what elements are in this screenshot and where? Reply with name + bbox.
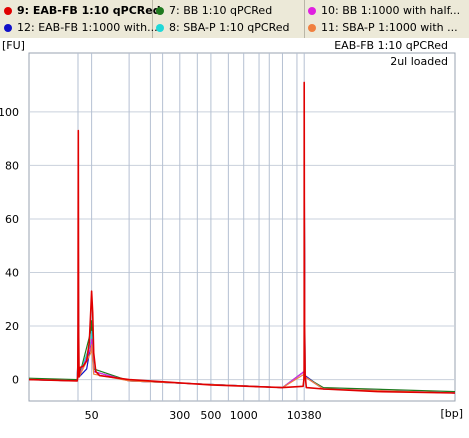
legend-marker-icon <box>308 6 316 15</box>
legend-item-sample-12[interactable]: 12: EAB-FB 1:1000 with... <box>4 19 158 36</box>
y-tick-label: 40 <box>5 267 19 280</box>
loading-annotation: 2ul loaded <box>390 55 448 68</box>
x-tick-label: 1000 <box>230 409 258 422</box>
legend-item-label: 7: BB 1:10 qPCRed <box>169 4 273 17</box>
legend-column-3: 10: BB 1:1000 with half... 11: SBA-P 1:1… <box>304 0 468 38</box>
series-line-1 <box>28 81 456 394</box>
legend-column-2: 7: BB 1:10 qPCRed 8: SBA-P 1:10 qPCRed <box>152 0 305 38</box>
x-tick-label: 500 <box>200 409 221 422</box>
legend-item-label: 9: EAB-FB 1:10 qPCRed <box>17 4 161 17</box>
legend-item-sample-7[interactable]: 7: BB 1:10 qPCRed <box>156 2 272 19</box>
electropherogram-chart[interactable]: [FU] [bp] EAB-FB 1:10 qPCRed 2ul loaded … <box>0 38 469 434</box>
legend-column-1: 9: EAB-FB 1:10 qPCRed 12: EAB-FB 1:1000 … <box>0 0 161 38</box>
legend-item-sample-10[interactable]: 10: BB 1:1000 with half... <box>308 2 460 19</box>
y-tick-label: 20 <box>5 320 19 333</box>
legend-marker-icon <box>156 23 164 32</box>
sample-title-annotation: EAB-FB 1:10 qPCRed <box>334 39 448 52</box>
legend-marker-icon <box>4 6 12 15</box>
legend-item-sample-9[interactable]: 9: EAB-FB 1:10 qPCRed <box>4 2 161 19</box>
legend-panel: 9: EAB-FB 1:10 qPCRed 12: EAB-FB 1:1000 … <box>0 0 469 39</box>
legend-item-label: 11: SBA-P 1:1000 with ... <box>321 21 458 34</box>
x-tick-label: 300 <box>169 409 190 422</box>
electropherogram-plot[interactable]: [FU] [bp] EAB-FB 1:10 qPCRed 2ul loaded … <box>0 38 469 434</box>
axis-layer: [FU] [bp] EAB-FB 1:10 qPCRed 2ul loaded … <box>0 39 463 422</box>
grid-layer <box>28 52 456 402</box>
y-tick-label: 0 <box>12 374 19 387</box>
y-tick-label: 60 <box>5 213 19 226</box>
y-tick-label: 80 <box>5 159 19 172</box>
legend-item-label: 8: SBA-P 1:10 qPCRed <box>169 21 290 34</box>
y-axis-unit-label: [FU] <box>2 39 25 52</box>
legend-marker-icon <box>308 23 316 32</box>
legend-item-label: 12: EAB-FB 1:1000 with... <box>17 21 158 34</box>
x-axis-unit-label: [bp] <box>440 407 463 420</box>
legend-marker-icon <box>156 6 164 15</box>
y-tick-label: 100 <box>0 106 19 119</box>
x-tick-label: 50 <box>85 409 99 422</box>
legend-marker-icon <box>4 23 12 32</box>
legend-item-sample-11[interactable]: 11: SBA-P 1:1000 with ... <box>308 19 458 36</box>
x-tick-label: 10380 <box>287 409 322 422</box>
legend-item-label: 10: BB 1:1000 with half... <box>321 4 461 17</box>
series-layer <box>28 81 456 394</box>
plot-frame <box>28 52 456 402</box>
legend-item-sample-8[interactable]: 8: SBA-P 1:10 qPCRed <box>156 19 290 36</box>
